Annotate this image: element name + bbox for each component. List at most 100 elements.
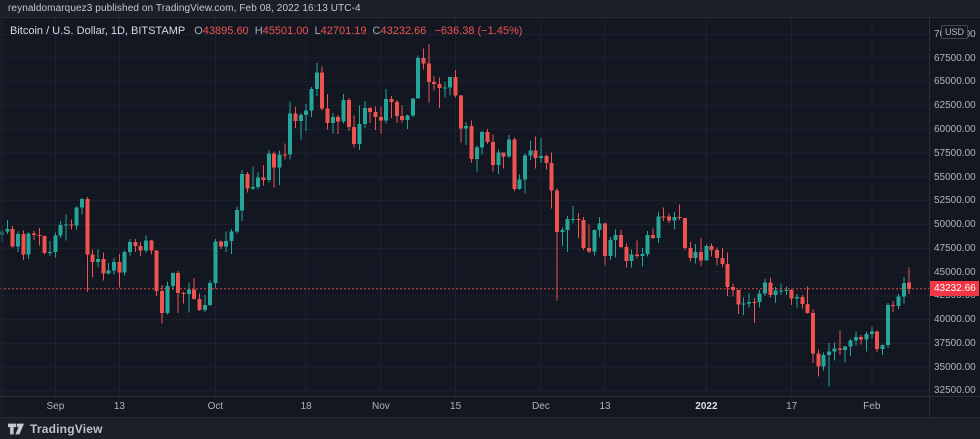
time-scale[interactable]: Sep 13 Oct 18 Nov 15 Dec 13 2022 17 Feb bbox=[0, 397, 929, 417]
candle-body bbox=[432, 81, 437, 84]
candle-body bbox=[752, 301, 757, 303]
candle-wick bbox=[391, 96, 393, 119]
candle-body bbox=[330, 117, 335, 123]
candle-wick bbox=[636, 240, 638, 259]
candle-body bbox=[464, 126, 469, 129]
candle-body bbox=[384, 98, 389, 121]
candle-body bbox=[608, 239, 613, 256]
candle-body bbox=[469, 126, 474, 159]
candle-body bbox=[512, 139, 517, 189]
candle-wick bbox=[33, 231, 35, 240]
price-tick-label: 55000.00 bbox=[934, 171, 976, 183]
candle-body bbox=[634, 254, 639, 256]
price-scale[interactable]: 70000.0067500.0065000.0062500.0060000.00… bbox=[929, 17, 980, 417]
candle-wick bbox=[652, 228, 654, 240]
candle-body bbox=[288, 113, 293, 155]
candle-wick bbox=[188, 282, 190, 313]
legend-low: L42701.19 bbox=[314, 25, 367, 37]
candle-body bbox=[645, 235, 650, 254]
candle-body bbox=[490, 141, 495, 165]
candle-wick bbox=[204, 294, 206, 313]
candle-wick bbox=[641, 247, 643, 267]
candle-body bbox=[202, 305, 207, 310]
candle-wick bbox=[6, 219, 8, 235]
candle-body bbox=[597, 223, 602, 231]
time-tick-label: Oct bbox=[207, 401, 224, 412]
price-tick-label: 65000.00 bbox=[934, 76, 976, 88]
candle-body bbox=[907, 282, 912, 289]
candle-wick bbox=[38, 228, 40, 246]
candle-body bbox=[624, 246, 629, 261]
price-tick-label: 52500.00 bbox=[934, 195, 976, 207]
candle-body bbox=[245, 173, 250, 189]
candle-body bbox=[853, 336, 858, 341]
candle-body bbox=[128, 242, 133, 253]
candle-body bbox=[576, 218, 581, 220]
candle-body bbox=[709, 245, 714, 251]
candle-wick bbox=[828, 342, 830, 387]
time-tick-label: Sep bbox=[46, 401, 65, 412]
candle-body bbox=[74, 207, 79, 226]
candle-body bbox=[213, 241, 218, 284]
candle-wick bbox=[369, 107, 371, 124]
candle-body bbox=[832, 348, 837, 352]
candle-wick bbox=[807, 286, 809, 314]
candle-body bbox=[378, 116, 383, 121]
candle-body bbox=[901, 283, 906, 297]
candle-body bbox=[314, 72, 319, 89]
tradingview-brand[interactable]: TradingView bbox=[30, 421, 103, 436]
price-tick-label: 62500.00 bbox=[934, 100, 976, 112]
candle-wick bbox=[97, 249, 99, 268]
currency-button[interactable]: USD bbox=[941, 25, 968, 39]
candle-body bbox=[720, 258, 725, 265]
candle-body bbox=[891, 304, 896, 307]
price-tick-label: 60000.00 bbox=[934, 124, 976, 135]
candle-body bbox=[101, 258, 106, 274]
candle-body bbox=[122, 252, 127, 273]
candle-body bbox=[768, 282, 773, 296]
candle-body bbox=[549, 162, 554, 191]
candle-wick bbox=[721, 248, 723, 267]
candle-wick bbox=[193, 278, 195, 300]
candle-body bbox=[90, 254, 95, 263]
candle-body bbox=[218, 241, 223, 247]
candle-wick bbox=[588, 224, 590, 254]
time-tick-label: Feb bbox=[863, 401, 881, 412]
candles bbox=[0, 44, 912, 387]
price-tick-label: 45000.00 bbox=[934, 266, 976, 278]
candle-wick bbox=[230, 228, 232, 255]
legend-change: −636.38 (−1.45%) bbox=[434, 25, 523, 37]
candle-body bbox=[688, 247, 693, 259]
candle-body bbox=[58, 225, 63, 236]
candle-wick bbox=[375, 106, 377, 130]
candle-body bbox=[341, 100, 346, 122]
candle-body bbox=[827, 351, 832, 356]
candle-body bbox=[309, 88, 314, 111]
candle-wick bbox=[49, 241, 51, 256]
candle-body bbox=[618, 235, 623, 247]
candle-wick bbox=[865, 331, 867, 352]
candle-wick bbox=[615, 229, 617, 258]
candle-body bbox=[85, 199, 90, 255]
candle-wick bbox=[844, 345, 846, 363]
candle-body bbox=[816, 353, 821, 367]
candle-body bbox=[453, 77, 458, 96]
time-tick-label: Nov bbox=[371, 401, 390, 412]
time-tick-label: 13 bbox=[113, 401, 125, 412]
candle-body bbox=[373, 111, 378, 117]
tradingview-logo-icon[interactable] bbox=[8, 422, 24, 436]
candle-body bbox=[667, 216, 671, 221]
candle-body bbox=[197, 299, 202, 310]
candle-body bbox=[293, 113, 298, 122]
candle-body bbox=[149, 240, 154, 251]
candle-body bbox=[693, 251, 698, 259]
candle-body bbox=[133, 242, 138, 246]
candle-body bbox=[747, 301, 752, 304]
candle-body bbox=[859, 336, 864, 340]
candle-body bbox=[656, 216, 661, 238]
candle-body bbox=[784, 290, 789, 292]
candle-wick bbox=[679, 204, 681, 221]
candle-body bbox=[789, 290, 794, 299]
candle-wick bbox=[743, 297, 745, 315]
candlestick-chart[interactable] bbox=[0, 17, 929, 396]
